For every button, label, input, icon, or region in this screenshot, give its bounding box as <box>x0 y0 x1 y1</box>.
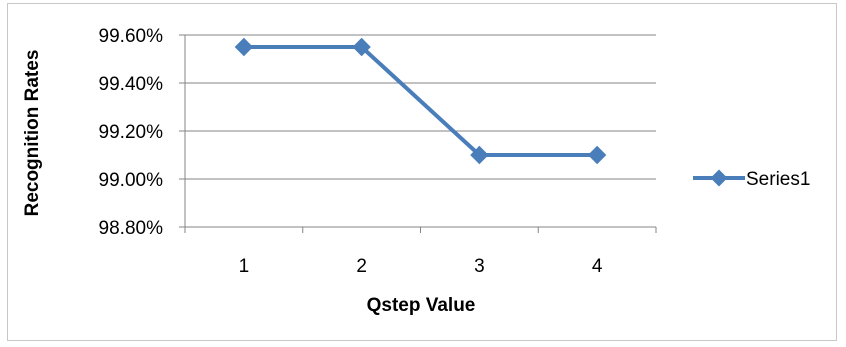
series-line <box>234 37 607 165</box>
legend-marker-series1 <box>710 169 728 187</box>
x-tick-label: 3 <box>474 256 485 277</box>
x-tick-label: 2 <box>356 256 367 277</box>
x-tick-label: 1 <box>239 256 250 277</box>
y-tick-labels: 99.60% 99.40% 99.20% 99.00% 98.80% <box>99 26 164 239</box>
y-tick-label: 99.20% <box>99 122 164 143</box>
y-tick-label: 98.80% <box>99 218 164 239</box>
x-tick-labels: 1 2 3 4 <box>239 256 603 277</box>
legend: Series1 <box>693 169 810 190</box>
chart-frame <box>7 3 837 341</box>
axes <box>179 34 657 233</box>
series1-line <box>243 45 598 157</box>
y-tick-label: 99.40% <box>99 74 164 95</box>
series1-point <box>234 37 254 57</box>
series1-point <box>352 37 371 57</box>
series1-point <box>587 145 607 165</box>
x-axis-title: Qstep Value <box>367 295 476 316</box>
y-tick-label: 99.00% <box>99 170 164 191</box>
series1-point <box>470 145 489 165</box>
y-tick-label: 99.60% <box>99 26 164 47</box>
y-axis-title: Recognition Rates <box>22 50 43 217</box>
legend-label-series1: Series1 <box>746 169 810 190</box>
gridlines <box>185 34 656 180</box>
x-tick-label: 4 <box>592 256 603 277</box>
